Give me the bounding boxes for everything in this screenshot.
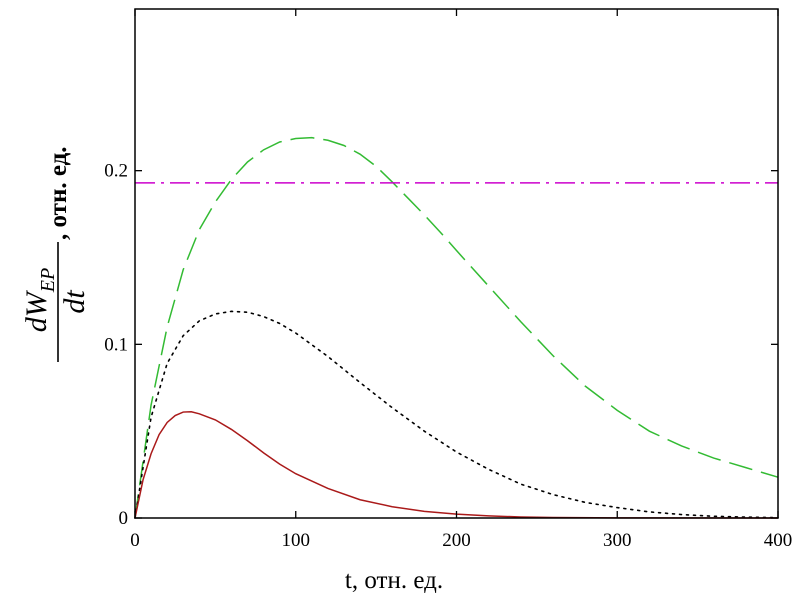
series-line-dashed [134,136,779,519]
series-line-dotted [134,310,779,519]
tick-labels-layer: 0 100 200 300 400 0 0.1 0.2 [104,161,792,551]
x-tick-label: 400 [764,530,793,551]
y-label-denominator: dt [58,290,91,314]
y-tick-label: 0.1 [104,334,128,355]
series-layer [134,136,779,519]
x-tick-label: 300 [603,530,632,551]
y-label-numerator: dWEP [20,268,59,332]
x-axis-label: t, отн. ед. [345,567,443,594]
x-tick-label: 100 [282,530,311,551]
y-label-numerator-subscript: EP [37,268,59,293]
series-line-solid [134,410,779,519]
ticks-layer [134,9,779,519]
y-label-numerator-main: dW [20,289,53,332]
x-tick-label: 200 [442,530,471,551]
x-tick-label: 0 [130,530,140,551]
y-tick-label: 0 [119,508,129,529]
y-tick-label: 0.2 [104,161,128,182]
y-label-unit: , отн. ед. [45,146,72,240]
y-axis-label: dWEP dt , отн. ед. [20,146,91,362]
